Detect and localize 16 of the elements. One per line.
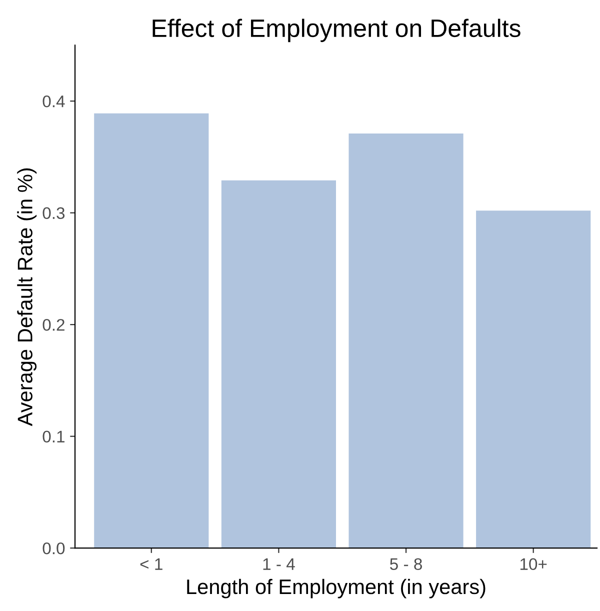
chart-title: Effect of Employment on Defaults (152, 18, 520, 42)
y-tick-label: 0.1 (42, 430, 64, 443)
bar (94, 113, 209, 548)
bar (348, 133, 464, 548)
x-tick-label: < 1 (140, 558, 162, 570)
x-tick-label: 5 - 8 (390, 558, 422, 570)
y-axis-title: Average Default Rate (in %) (17, 168, 37, 426)
x-tick-label: 1 - 4 (263, 558, 295, 570)
y-tick-label: 0.4 (42, 95, 65, 108)
bar (221, 180, 336, 548)
y-tick-label: 0.0 (42, 542, 65, 554)
y-tick-label: 0.3 (42, 207, 65, 220)
x-tick-label: 10+ (520, 558, 547, 570)
bar (476, 210, 591, 548)
y-tick-label: 0.2 (42, 318, 64, 331)
x-axis-title: Length of Employment (in years) (187, 578, 486, 598)
